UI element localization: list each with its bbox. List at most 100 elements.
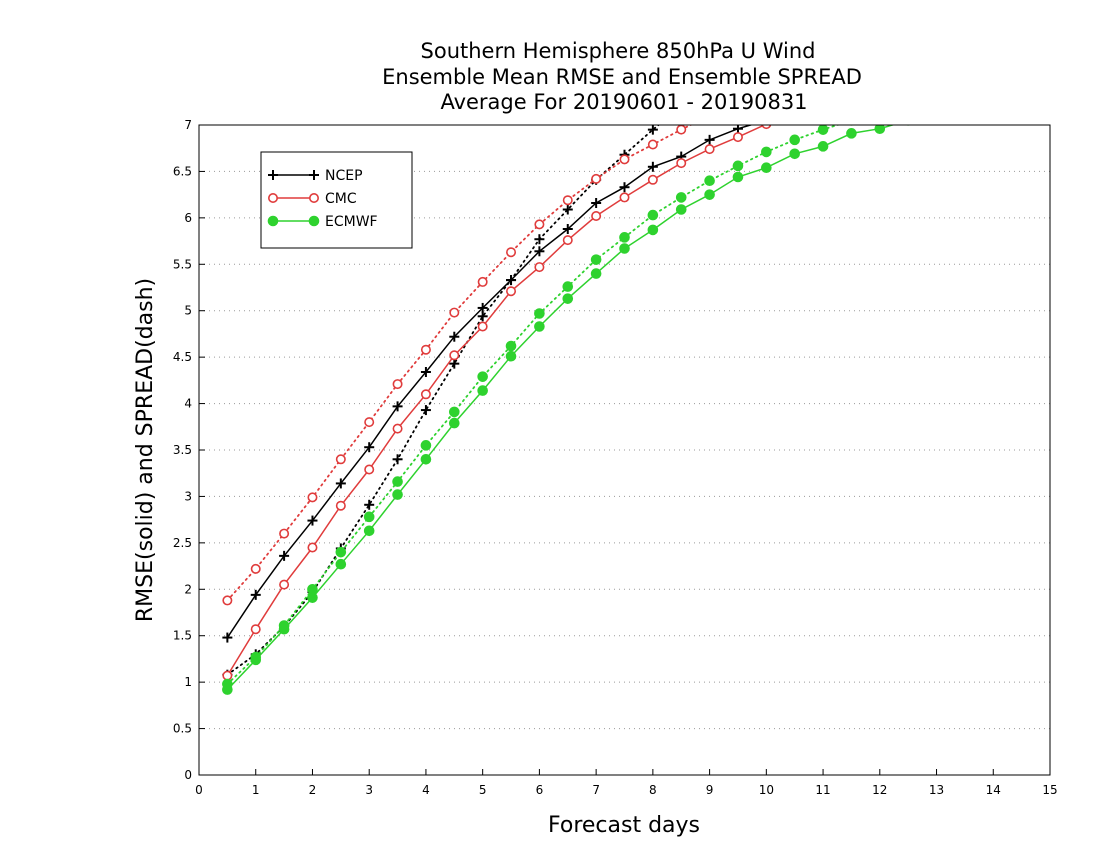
point-cmc-spread-14 <box>619 154 630 165</box>
point-cmc-spread-12 <box>562 195 573 206</box>
point-ecmwf-spread-22 <box>848 125 854 126</box>
point-ecmwf-rmse-24 <box>905 125 911 126</box>
point-cmc-rmse-2 <box>279 579 290 590</box>
legend-marker-end-ncep <box>309 170 319 180</box>
x-tick-label-15: 15 <box>1042 783 1057 797</box>
point-ncep-rmse-14 <box>619 182 630 193</box>
point-ecmwf-spread-3 <box>307 583 318 595</box>
x-tick-label-11: 11 <box>815 783 830 797</box>
point-cmc-spread-4 <box>335 454 346 465</box>
legend-marker-end-ecmwf <box>308 215 320 227</box>
x-tick-label-10: 10 <box>759 783 774 797</box>
point-cmc-spread-13 <box>591 173 602 184</box>
point-ncep-rmse-11 <box>534 246 545 257</box>
point-cmc-rmse-12 <box>562 235 573 246</box>
point-ecmwf-rmse-19 <box>761 162 772 174</box>
point-ecmwf-spread-18 <box>732 160 744 172</box>
point-cmc-rmse-1 <box>250 624 261 635</box>
x-tick-label-6: 6 <box>536 783 544 797</box>
point-cmc-rmse-19 <box>761 125 772 130</box>
point-ecmwf-spread-7 <box>420 440 432 451</box>
point-cmc-rmse-16 <box>676 158 687 169</box>
legend-label-cmc: CMC <box>325 191 357 207</box>
point-ecmwf-rmse-5 <box>363 525 375 537</box>
point-ncep-rmse-1 <box>250 589 261 600</box>
y-tick-label-3: 1.5 <box>173 629 192 643</box>
legend-item-ncep: NCEP <box>268 168 363 184</box>
x-tick-label-14: 14 <box>986 783 1001 797</box>
point-cmc-spread-16 <box>676 125 687 135</box>
point-ecmwf-rmse-16 <box>675 204 687 215</box>
point-cmc-spread-11 <box>534 219 545 230</box>
x-tick-label-2: 2 <box>309 783 317 797</box>
point-ecmwf-rmse-15 <box>647 224 659 236</box>
point-ncep-rmse-13 <box>591 198 602 208</box>
point-ecmwf-spread-19 <box>761 146 772 158</box>
series-group <box>222 125 911 695</box>
legend-marker-start-cmc <box>267 193 278 204</box>
y-tick-label-6: 3 <box>184 489 192 503</box>
y-tick-label-11: 5.5 <box>173 257 192 271</box>
point-ecmwf-spread-4 <box>335 546 347 558</box>
y-tick-label-2: 1 <box>184 675 192 689</box>
point-ncep-spread-6 <box>392 454 403 465</box>
point-ncep-rmse-0 <box>222 632 233 643</box>
point-ncep-spread-7 <box>420 405 431 416</box>
point-cmc-rmse-4 <box>335 500 346 511</box>
series-line-cmc-spread <box>226 125 693 602</box>
y-tick-label-12: 6 <box>184 211 192 225</box>
point-ecmwf-rmse-14 <box>619 243 630 254</box>
x-tick-label-9: 9 <box>706 783 714 797</box>
series-cmc-spread <box>222 125 693 606</box>
point-ecmwf-spread-10 <box>505 340 517 352</box>
y-tick-label-8: 4 <box>184 397 192 411</box>
point-cmc-spread-0 <box>222 595 233 606</box>
point-cmc-spread-15 <box>647 139 658 150</box>
point-ecmwf-spread-13 <box>590 254 602 265</box>
y-tick-label-0: 0 <box>184 768 192 782</box>
x-tick-label-13: 13 <box>929 783 944 797</box>
legend-item-ecmwf: ECMWF <box>267 214 378 230</box>
point-ncep-rmse-12 <box>562 224 573 234</box>
point-ecmwf-spread-9 <box>477 371 488 382</box>
x-tick-label-0: 0 <box>195 783 203 797</box>
legend-box <box>260 151 413 249</box>
point-ncep-rmse-6 <box>392 401 403 412</box>
x-axis-label: Forecast days <box>548 813 700 838</box>
point-cmc-rmse-13 <box>591 211 602 222</box>
point-ecmwf-spread-17 <box>704 175 715 187</box>
x-tick-label-8: 8 <box>649 783 657 797</box>
axis-ticks: 0 1 2 3 4 5 6 7 8 9 10 11 12 13 14 1500.511.522.533.544… <box>173 118 1058 797</box>
y-tick-label-5: 2.5 <box>173 536 192 550</box>
point-ecmwf-rmse-12 <box>562 293 574 304</box>
series-line-ncep-spread <box>226 125 660 676</box>
y-tick-label-4: 2 <box>184 582 192 596</box>
point-cmc-rmse-9 <box>477 321 488 332</box>
y-tick-label-14: 7 <box>184 118 192 132</box>
point-cmc-rmse-8 <box>449 350 460 361</box>
point-cmc-spread-9 <box>477 276 488 287</box>
x-tick-label-7: 7 <box>592 783 600 797</box>
point-cmc-rmse-10 <box>506 286 517 297</box>
point-cmc-rmse-5 <box>364 464 375 475</box>
point-ecmwf-rmse-10 <box>505 350 517 362</box>
point-ncep-rmse-3 <box>307 515 318 526</box>
point-ecmwf-spread-1 <box>250 651 262 663</box>
point-cmc-spread-6 <box>392 379 403 390</box>
legend-label-ecmwf: ECMWF <box>325 214 378 230</box>
point-ecmwf-spread-16 <box>675 192 687 203</box>
point-cmc-rmse-18 <box>732 132 743 143</box>
point-ncep-spread-11 <box>534 234 545 245</box>
point-ecmwf-spread-5 <box>363 511 375 523</box>
point-cmc-spread-3 <box>307 492 318 503</box>
point-cmc-spread-1 <box>250 563 261 574</box>
chart-title: Southern Hemisphere 850hPa U Wind Ensemb… <box>382 39 862 114</box>
point-ncep-spread-15 <box>647 125 658 135</box>
series-ecmwf-rmse <box>222 125 911 695</box>
point-ecmwf-rmse-22 <box>846 128 857 139</box>
point-ecmwf-rmse-17 <box>704 189 715 200</box>
point-ecmwf-spread-14 <box>619 232 630 243</box>
point-ecmwf-spread-6 <box>392 476 403 487</box>
y-tick-label-10: 5 <box>184 304 192 318</box>
point-ncep-spread-10 <box>506 275 517 286</box>
